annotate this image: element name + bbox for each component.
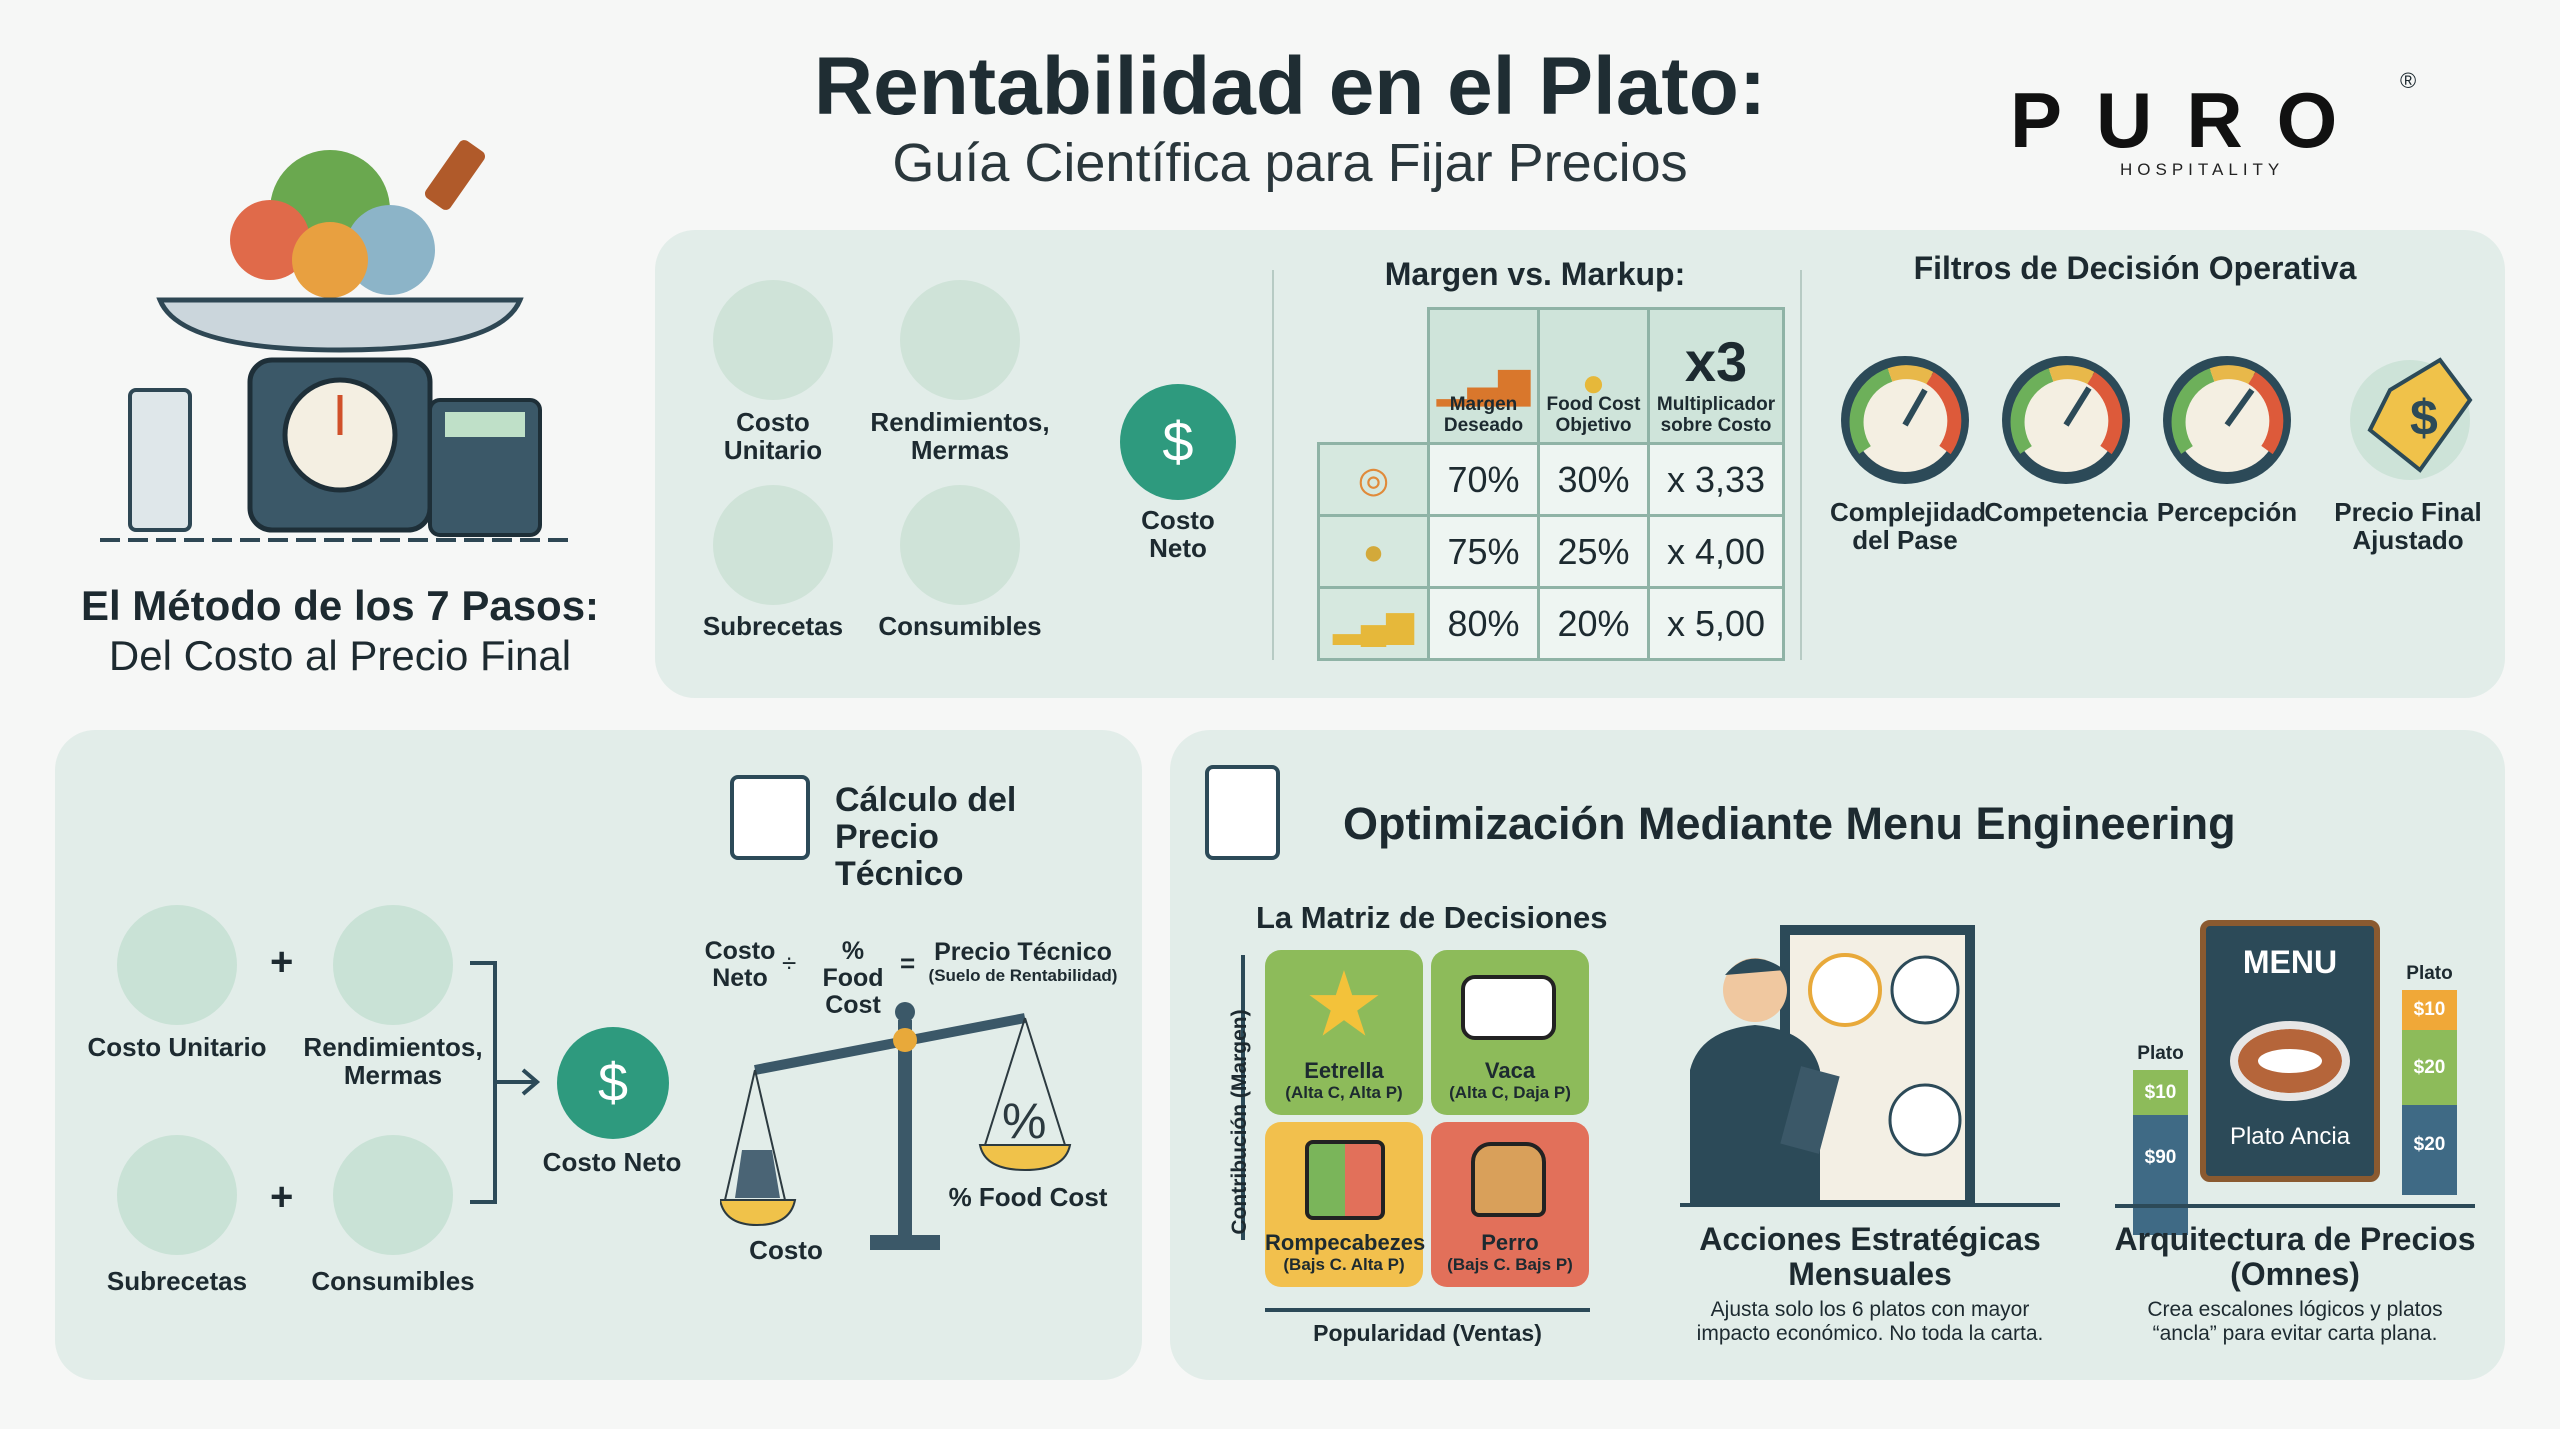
- rendimientos-label: Rendimientos, Mermas: [303, 1032, 483, 1090]
- architecture-title: Arquitectura de Precios (Omnes): [2114, 1221, 2476, 1292]
- page-subtitle: Guía Científica para Fijar Precios: [892, 133, 1688, 193]
- star-icon: ★: [1308, 960, 1380, 1049]
- markup-table: ▁▃▆ Margen Deseado ● Food Cost Objetivo x3…: [1317, 307, 1785, 661]
- right-price-bar: $10 $20 $20: [2402, 990, 2457, 1195]
- kitchen-scale-illustration: [100, 140, 570, 542]
- costo-unitario-label: Costo Unitario: [87, 1032, 267, 1062]
- gauge-icon: [1841, 356, 1969, 484]
- table-row: ● 75% 25% x 4,00: [1317, 514, 1785, 589]
- cow-icon: [1461, 975, 1556, 1040]
- header-multiplicador: x3 Multiplicador sobre Costo: [1647, 307, 1785, 445]
- dog-icon: [1471, 1142, 1546, 1217]
- subrecetas-label: Subrecetas: [702, 611, 844, 641]
- consumibles-icon: [900, 485, 1020, 605]
- costo-neto-label: Costo Neto: [542, 1147, 682, 1177]
- gauge-icon: [2002, 356, 2130, 484]
- rendimientos-label: Rendimientos, Mermas: [870, 407, 1050, 465]
- subrecetas-icon: [117, 1135, 237, 1255]
- formula-costo-neto: Costo Neto: [704, 937, 776, 992]
- donut-chart-icon: ◎: [1317, 442, 1430, 517]
- formula-note: (Suelo de Rentabilidad): [928, 966, 1118, 985]
- costo-unitario-label: Costo Unitario: [723, 407, 823, 465]
- actions-description: Ajusta solo los 6 platos con mayor impac…: [1696, 1298, 2044, 1345]
- filter-competencia: Competencia: [1984, 497, 2148, 527]
- subrecetas-icon: [713, 485, 833, 605]
- svg-text:%: %: [1002, 1093, 1046, 1149]
- dollar-receipt-icon: $: [557, 1027, 669, 1139]
- gauge-icons: $: [1841, 356, 2473, 484]
- actions-title: Acciones Estratégicas Mensuales: [1699, 1221, 2041, 1292]
- intro-subtitle: Del Costo al Precio Final: [108, 632, 572, 679]
- balance-scale-illustration: %: [720, 1002, 1072, 1250]
- consumibles-label: Consumibles: [878, 611, 1042, 641]
- left-price-bar: $10 $90: [2133, 1070, 2188, 1235]
- subrecetas-label: Subrecetas: [106, 1266, 248, 1296]
- menu-board-title: MENU: [2242, 944, 2338, 980]
- divider: [1272, 270, 1274, 660]
- scale-right-label: % Food Cost: [948, 1182, 1108, 1212]
- dollar-receipt-icon: $: [1120, 384, 1236, 500]
- filters-title: Filtros de Decisión Operativa: [1913, 250, 2357, 286]
- puzzle-icon: [1305, 1140, 1385, 1220]
- anchor-dish-label: Plato Ancia: [2229, 1123, 2351, 1150]
- costo-unitario-icon: [117, 905, 237, 1025]
- menu-engineering-title: Optimización Mediante Menu Engineering: [1343, 798, 2236, 849]
- money-bag-icon: ●: [1317, 514, 1430, 589]
- plus-sign: +: [270, 1175, 294, 1219]
- architecture-description: Crea escalones lógicos y platos “ancla” …: [2147, 1298, 2443, 1345]
- bar-chart-icon: ▂▄▆: [1317, 586, 1430, 661]
- right-plate-label: Plato: [2406, 963, 2453, 984]
- divide-sign: ÷: [782, 948, 797, 978]
- calc-title: Cálculo del Precio Técnico: [835, 781, 1017, 893]
- bracket-arrow: [470, 961, 541, 1204]
- filter-precio-final: Precio Final Ajustado: [2334, 497, 2482, 555]
- steak-plate-icon: [2230, 1021, 2350, 1101]
- x-axis-label: Popularidad (Ventas): [1313, 1320, 1542, 1346]
- price-tag-icon: $: [2350, 357, 2473, 480]
- equals-sign: =: [900, 948, 916, 978]
- consumibles-label: Consumibles: [311, 1266, 475, 1296]
- menu-board: MENU Plato Ancia: [2200, 920, 2380, 1182]
- costo-unitario-icon: [713, 280, 833, 400]
- header-margen: ▁▃▆ Margen Deseado: [1427, 307, 1540, 445]
- page-title: Rentabilidad en el Plato:: [813, 41, 1767, 132]
- y-axis-arrow: [1241, 955, 1245, 1240]
- puro-logo: PURO HOSPITALITY ®: [2010, 68, 2430, 180]
- document-chart-icon: [730, 775, 810, 860]
- x-axis-arrow: [1265, 1308, 1590, 1312]
- costo-neto-label: Costo Neto: [1141, 505, 1215, 563]
- consumibles-icon: [333, 1135, 453, 1255]
- filter-percepcion: Percepción: [2156, 497, 2298, 527]
- svg-text:$: $: [2410, 390, 2438, 446]
- quadrant-rompecabezas[interactable]: Rompecabezes (Bajs C. Alta P): [1265, 1122, 1425, 1287]
- logo-tagline: HOSPITALITY: [2120, 160, 2285, 179]
- quadrant-vaca[interactable]: Vaca (Alta C, Daja P): [1431, 950, 1589, 1115]
- intro-title: El Método de los 7 Pasos:: [80, 582, 600, 629]
- table-row: ◎ 70% 30% x 3,33: [1317, 442, 1785, 517]
- logo-registered-mark: ®: [2400, 68, 2417, 93]
- markup-title: Margen vs. Markup:: [1384, 256, 1686, 292]
- rendimientos-icon: [900, 280, 1020, 400]
- rendimientos-icon: [333, 905, 453, 1025]
- gauge-icon: [2163, 356, 2291, 484]
- divider: [1800, 270, 1802, 660]
- plus-sign: +: [270, 940, 294, 984]
- matrix-title: La Matriz de Decisiones: [1256, 900, 1608, 935]
- baseline: [2115, 1204, 2475, 1208]
- formula-food-cost: % Food Cost: [822, 937, 884, 1019]
- table-row: ▂▄▆ 80% 20% x 5,00: [1317, 586, 1785, 661]
- left-plate-label: Plato: [2137, 1043, 2184, 1064]
- header-food-cost: ● Food Cost Objetivo: [1537, 307, 1650, 445]
- scale-left-label: Costo: [749, 1235, 823, 1265]
- quadrant-estrella[interactable]: ★ Eetrella (Alta C, Alta P): [1265, 950, 1423, 1115]
- logo-name: PURO: [2010, 76, 2372, 164]
- formula-precio-tecnico: Precio Técnico: [934, 938, 1112, 966]
- filter-complejidad: Complejidad del Pase: [1830, 497, 1987, 555]
- quadrant-perro[interactable]: Perro (Bajs C. Bajs P): [1431, 1122, 1589, 1287]
- clipboard-magnifier-icon: [1205, 765, 1280, 860]
- waiter-with-menu-illustration: [1680, 925, 2060, 1207]
- y-axis-label: Contribución (Margen): [1228, 1009, 1251, 1235]
